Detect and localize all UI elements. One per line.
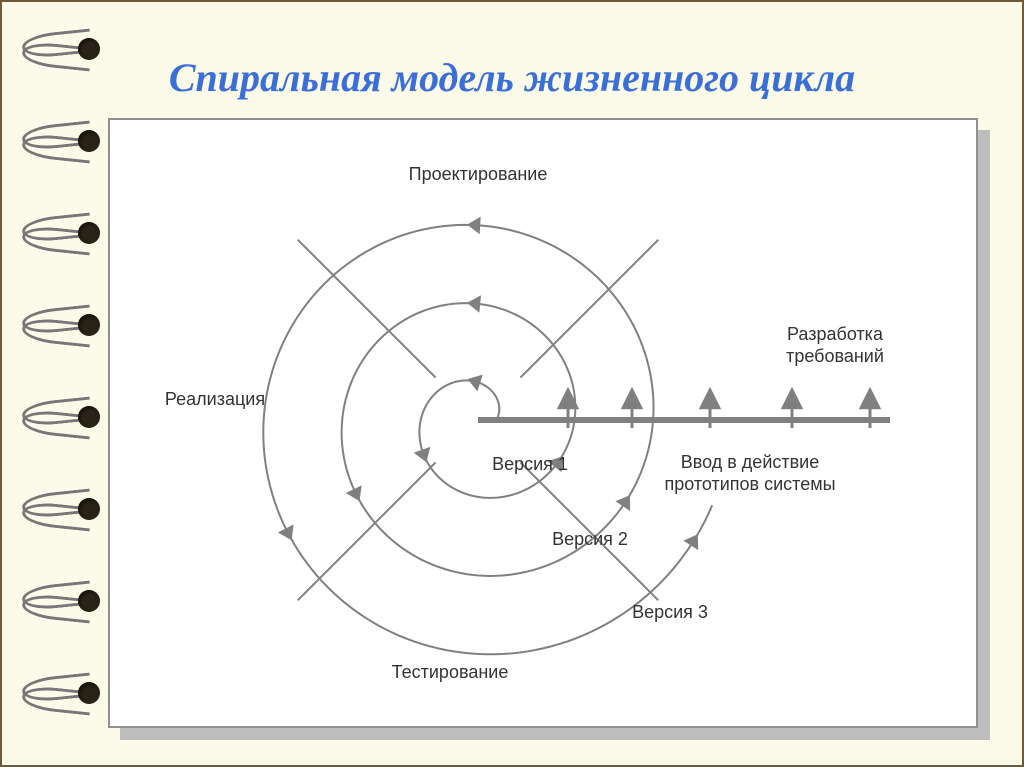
binding-ring: [32, 578, 92, 622]
diagonal-line: [298, 240, 436, 378]
label-testing: Тестирование: [392, 662, 509, 682]
diagonal-line: [520, 240, 658, 378]
label-design: Проектирование: [409, 164, 548, 184]
spiral-arrowhead: [467, 295, 481, 313]
diagram-card: Проектирование Реализация Тестирование Разр…: [108, 118, 978, 728]
label-requirements-1: Разработка: [787, 324, 884, 344]
spiral-binding: [32, 2, 102, 765]
binding-ring: [32, 118, 92, 162]
page-title: Спиральная модель жизненного цикла: [2, 54, 1022, 101]
label-implementation: Реализация: [165, 389, 265, 409]
spiral-path: [263, 225, 712, 654]
binding-ring: [32, 670, 92, 714]
label-version-1: Версия 1: [492, 454, 568, 474]
spiral-arrowhead: [615, 495, 630, 511]
page: Спиральная модель жизненного цикла Проек…: [0, 0, 1024, 767]
diagonal-line: [298, 462, 436, 600]
label-requirements-2: требований: [786, 346, 884, 366]
label-version-3: Версия 3: [632, 602, 708, 622]
label-deploy-1: Ввод в действие: [681, 452, 820, 472]
label-deploy-2: прототипов системы: [664, 474, 835, 494]
binding-ring: [32, 486, 92, 530]
binding-ring: [32, 302, 92, 346]
spiral-arrowhead: [467, 217, 481, 235]
binding-ring: [32, 394, 92, 438]
binding-ring: [32, 210, 92, 254]
label-version-2: Версия 2: [552, 529, 628, 549]
spiral-diagram: Проектирование Реализация Тестирование Разр…: [110, 120, 980, 730]
spiral-arrowhead: [683, 534, 698, 550]
